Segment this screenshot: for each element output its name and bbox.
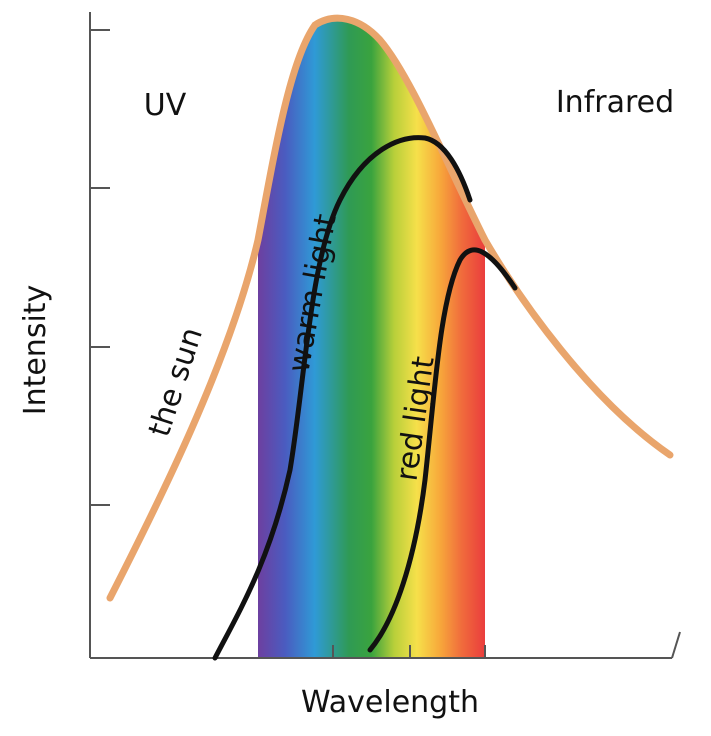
y-axis-label: Intensity <box>18 285 53 416</box>
sun-label: the sun <box>142 323 210 441</box>
infrared-label: Infrared <box>556 85 674 120</box>
page: UV Infrared Intensity Wavelength the sun… <box>0 0 711 736</box>
uv-label: UV <box>144 88 187 123</box>
x-axis-label: Wavelength <box>301 685 479 720</box>
x-axis-end <box>672 632 680 658</box>
diagram: UV Infrared Intensity Wavelength the sun… <box>0 0 711 736</box>
